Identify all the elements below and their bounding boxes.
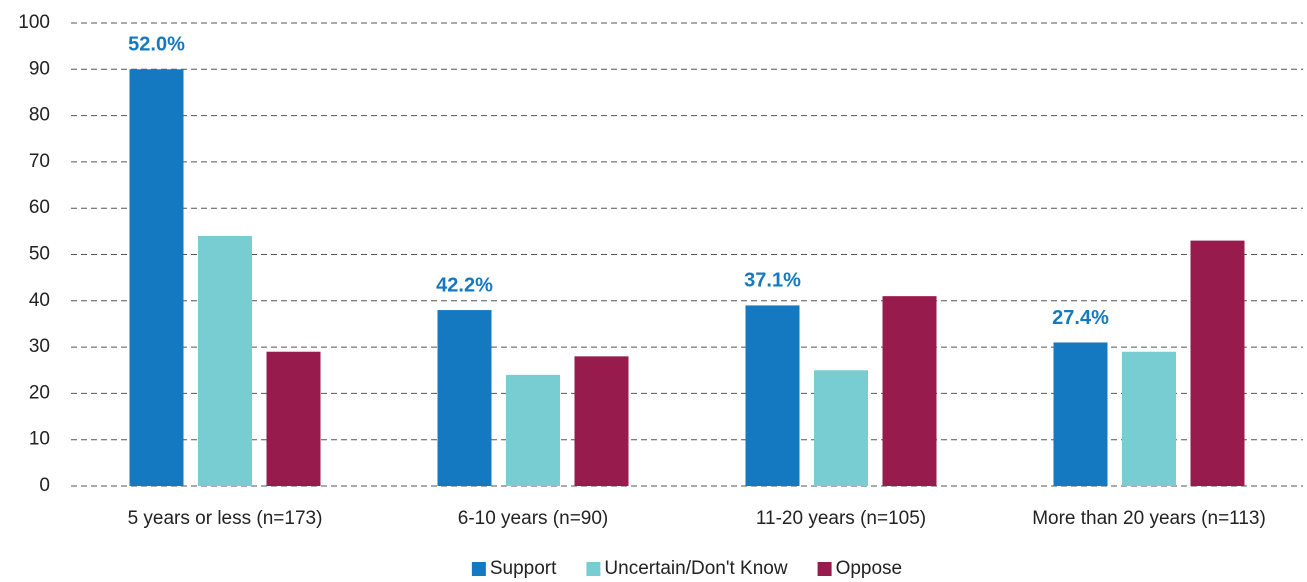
y-tick-label: 40	[29, 290, 50, 311]
y-tick-label: 60	[29, 197, 50, 218]
x-tick-label: 5 years or less (n=173)	[128, 508, 323, 529]
bar	[574, 356, 629, 486]
annotation: 27.4%	[1052, 307, 1109, 329]
y-tick-label: 50	[29, 244, 50, 265]
y-tick-label: 20	[29, 382, 50, 403]
y-tick-label: 30	[29, 336, 50, 357]
y-tick-label: 70	[29, 151, 50, 172]
legend-label: Uncertain/Don't Know	[604, 558, 787, 579]
legend: Support Uncertain/Don't Know Oppose	[471, 558, 903, 579]
bar	[266, 351, 321, 486]
legend-label: Oppose	[836, 558, 903, 579]
bar	[437, 310, 492, 486]
bar	[506, 374, 560, 486]
x-tick-label: More than 20 years (n=113)	[1032, 508, 1266, 529]
x-tick-label: 6-10 years (n=90)	[458, 508, 609, 529]
annotation: 37.1%	[744, 270, 801, 292]
y-tick-label: 0	[39, 475, 50, 496]
bar	[882, 296, 937, 486]
y-tick-label: 80	[29, 105, 50, 126]
y-tick-label: 10	[29, 429, 50, 450]
bar	[129, 69, 184, 487]
bar	[1053, 342, 1108, 486]
bar	[1190, 240, 1245, 486]
x-tick-label: 11-20 years (n=105)	[756, 508, 926, 529]
bar	[198, 235, 252, 486]
legend-swatch	[586, 562, 601, 576]
bar	[814, 370, 868, 486]
legend-swatch	[817, 562, 832, 576]
annotation: 52.0%	[128, 34, 185, 56]
bar	[745, 305, 800, 486]
bar	[1122, 351, 1176, 486]
y-tick-label: 100	[18, 12, 50, 33]
legend-swatch	[471, 562, 486, 576]
legend-label: Support	[490, 558, 557, 579]
y-tick-label: 90	[29, 58, 50, 79]
annotation: 42.2%	[436, 274, 493, 296]
